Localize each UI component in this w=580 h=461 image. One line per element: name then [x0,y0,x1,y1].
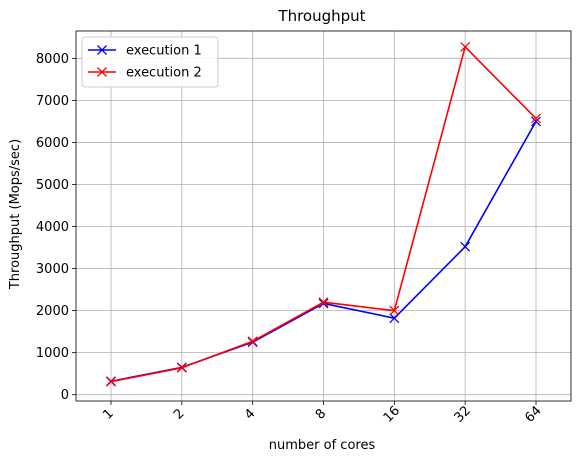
legend-marker [97,67,107,77]
data-point-marker [176,362,187,373]
x-axis-label: number of cores [269,438,376,453]
data-point-marker [531,116,541,127]
y-tick-label: 8000 [36,52,69,67]
series-2 [106,42,541,387]
data-point-marker [460,42,471,52]
legend-label: execution 1 [126,44,202,59]
data-point-marker [389,313,400,324]
legend-label: execution 2 [126,66,202,81]
y-tick-label: 0 [61,388,69,403]
data-point-marker [318,298,329,309]
y-tick-label: 7000 [36,94,69,109]
y-tick-label: 2000 [36,304,69,319]
data-point-marker [460,241,471,252]
data-point-marker [318,297,329,308]
data-point-marker [247,336,258,347]
data-point-marker [531,113,541,124]
data-point-marker [389,305,400,316]
grid [76,31,571,401]
legend: execution 1 execution 2 [81,36,219,88]
legend-marker [97,45,107,55]
y-tick-label: 4000 [36,220,69,235]
y-tick-label: 3000 [36,262,69,277]
y-tick-label: 1000 [36,346,69,361]
chart-title: Throughput [277,7,365,25]
data-point-marker [106,376,116,387]
y-tick-label: 5000 [36,178,69,193]
legend-entry: execution 2 [88,66,202,81]
y-axis-label: Throughput (Mops/sec) [8,139,23,290]
legend-entry: execution 1 [88,44,202,59]
y-tick-label: 6000 [36,136,69,151]
series-group [106,42,541,387]
